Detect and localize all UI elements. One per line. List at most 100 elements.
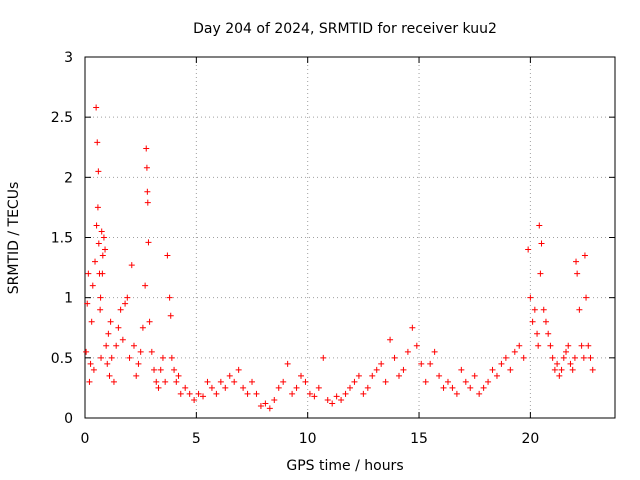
data-point bbox=[476, 390, 483, 397]
data-point bbox=[98, 354, 105, 361]
data-point bbox=[560, 354, 567, 361]
y-tick-label: 0 bbox=[64, 411, 73, 427]
data-point bbox=[275, 384, 282, 391]
data-point bbox=[347, 384, 353, 391]
data-point bbox=[104, 360, 111, 367]
data-point bbox=[355, 372, 362, 379]
data-point bbox=[153, 378, 160, 385]
data-point bbox=[143, 164, 150, 171]
grid-lines bbox=[85, 57, 615, 418]
data-point bbox=[563, 348, 570, 355]
data-point bbox=[440, 384, 447, 391]
data-point bbox=[231, 378, 238, 385]
data-point bbox=[404, 348, 411, 355]
data-point bbox=[95, 240, 102, 247]
y-tick-label: 1.5 bbox=[51, 231, 73, 247]
data-point bbox=[400, 366, 407, 373]
data-point bbox=[395, 372, 402, 379]
data-point bbox=[144, 188, 151, 195]
data-point bbox=[133, 372, 140, 379]
data-point bbox=[462, 378, 469, 385]
data-point bbox=[507, 366, 514, 373]
data-point bbox=[284, 360, 291, 367]
data-point bbox=[573, 258, 580, 265]
data-point bbox=[360, 390, 367, 397]
data-point bbox=[574, 270, 581, 277]
data-point bbox=[542, 318, 549, 325]
data-point bbox=[547, 342, 554, 349]
data-point bbox=[298, 372, 305, 379]
data-point bbox=[191, 396, 198, 403]
data-point bbox=[540, 306, 547, 313]
data-point bbox=[208, 384, 215, 391]
data-point bbox=[534, 330, 541, 337]
data-point bbox=[244, 390, 251, 397]
data-point bbox=[342, 390, 349, 397]
data-point bbox=[249, 378, 256, 385]
data-series-srmtid bbox=[83, 104, 596, 412]
data-point bbox=[107, 318, 114, 325]
data-point bbox=[444, 378, 451, 385]
data-point bbox=[204, 378, 211, 385]
data-point bbox=[578, 342, 585, 349]
data-point bbox=[85, 270, 92, 277]
y-tick-label: 3 bbox=[64, 50, 73, 66]
data-point bbox=[554, 360, 561, 367]
data-point bbox=[409, 324, 416, 331]
data-point bbox=[373, 366, 380, 373]
data-point bbox=[382, 378, 389, 385]
data-point bbox=[146, 318, 153, 325]
x-tick-label: 0 bbox=[81, 431, 90, 447]
x-tick-label: 5 bbox=[192, 431, 201, 447]
data-point bbox=[531, 306, 538, 313]
data-point bbox=[200, 393, 207, 400]
x-tick-label: 20 bbox=[521, 431, 539, 447]
data-point bbox=[315, 384, 322, 391]
data-point bbox=[217, 378, 224, 385]
data-point bbox=[139, 324, 146, 331]
data-point bbox=[537, 270, 544, 277]
data-point bbox=[565, 342, 572, 349]
data-point bbox=[130, 342, 137, 349]
y-axis-label: SRMTID / TECUs bbox=[6, 182, 22, 295]
data-point bbox=[458, 366, 465, 373]
data-point bbox=[422, 378, 429, 385]
data-point bbox=[102, 246, 109, 253]
data-point bbox=[89, 282, 96, 289]
data-point bbox=[166, 294, 173, 301]
data-point bbox=[536, 222, 543, 229]
data-point bbox=[182, 384, 189, 391]
data-point bbox=[302, 378, 309, 385]
data-point bbox=[262, 400, 269, 407]
data-point bbox=[583, 294, 590, 301]
data-point bbox=[266, 405, 273, 412]
data-point bbox=[535, 342, 542, 349]
data-point bbox=[587, 354, 594, 361]
data-point bbox=[549, 354, 556, 361]
data-point bbox=[576, 306, 583, 313]
data-point bbox=[413, 342, 420, 349]
data-point bbox=[151, 366, 158, 373]
y-tick-label: 2 bbox=[64, 170, 73, 186]
data-point bbox=[498, 360, 505, 367]
data-point bbox=[148, 348, 155, 355]
data-point bbox=[257, 402, 264, 409]
data-point bbox=[449, 384, 456, 391]
data-point bbox=[556, 372, 563, 379]
data-point bbox=[235, 366, 242, 373]
data-point bbox=[320, 354, 327, 361]
data-point bbox=[99, 252, 106, 259]
data-point bbox=[240, 384, 247, 391]
x-tick-label: 15 bbox=[410, 431, 428, 447]
data-point bbox=[155, 384, 162, 391]
y-tick-label: 1 bbox=[64, 291, 73, 307]
data-point bbox=[95, 168, 102, 175]
data-point bbox=[213, 390, 220, 397]
data-point bbox=[113, 342, 120, 349]
data-point bbox=[145, 239, 152, 246]
data-point bbox=[580, 354, 587, 361]
data-point bbox=[167, 312, 174, 319]
data-point bbox=[93, 104, 100, 111]
data-point bbox=[527, 294, 534, 301]
